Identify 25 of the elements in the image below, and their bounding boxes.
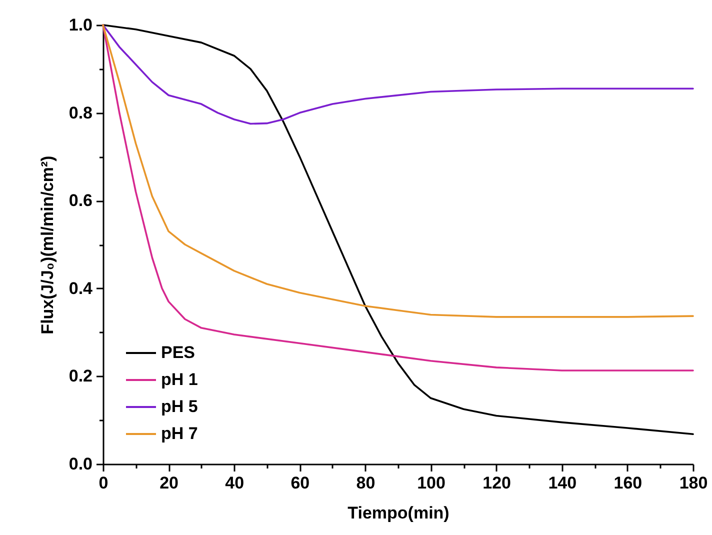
legend-label: pH 5 bbox=[161, 397, 198, 416]
line-series bbox=[102, 24, 694, 318]
y-tick-label: 0.6 bbox=[68, 191, 92, 210]
y-tick-label: 0.2 bbox=[68, 366, 92, 386]
line-series bbox=[102, 24, 694, 372]
x-tick-label: 120 bbox=[482, 474, 512, 492]
x-tick-label: 160 bbox=[614, 474, 642, 492]
y-tick-label: 0.4 bbox=[68, 278, 94, 298]
y-axis-title: Flux(J/J₀)(ml/min/cm²) bbox=[38, 156, 57, 334]
x-tick-label: 20 bbox=[160, 474, 179, 492]
y-tick-label: 1.0 bbox=[68, 16, 92, 34]
y-tick-label: 0.8 bbox=[68, 103, 92, 122]
y-tick-label: 0.0 bbox=[68, 454, 92, 474]
line-series bbox=[102, 24, 694, 125]
x-axis-title: Tiempo(min) bbox=[348, 504, 450, 522]
x-tick-label: 60 bbox=[290, 474, 310, 492]
x-tick-label: 0 bbox=[98, 474, 108, 492]
x-tick-label: 140 bbox=[548, 474, 577, 492]
x-tick-label: 100 bbox=[417, 474, 446, 492]
legend-label: PES bbox=[161, 343, 196, 362]
x-tick-label: 40 bbox=[225, 474, 244, 492]
x-tick-label: 80 bbox=[356, 474, 376, 492]
legend-label: pH 7 bbox=[161, 424, 198, 443]
legend-label: pH 1 bbox=[161, 370, 198, 389]
x-tick-label: 180 bbox=[679, 474, 708, 492]
